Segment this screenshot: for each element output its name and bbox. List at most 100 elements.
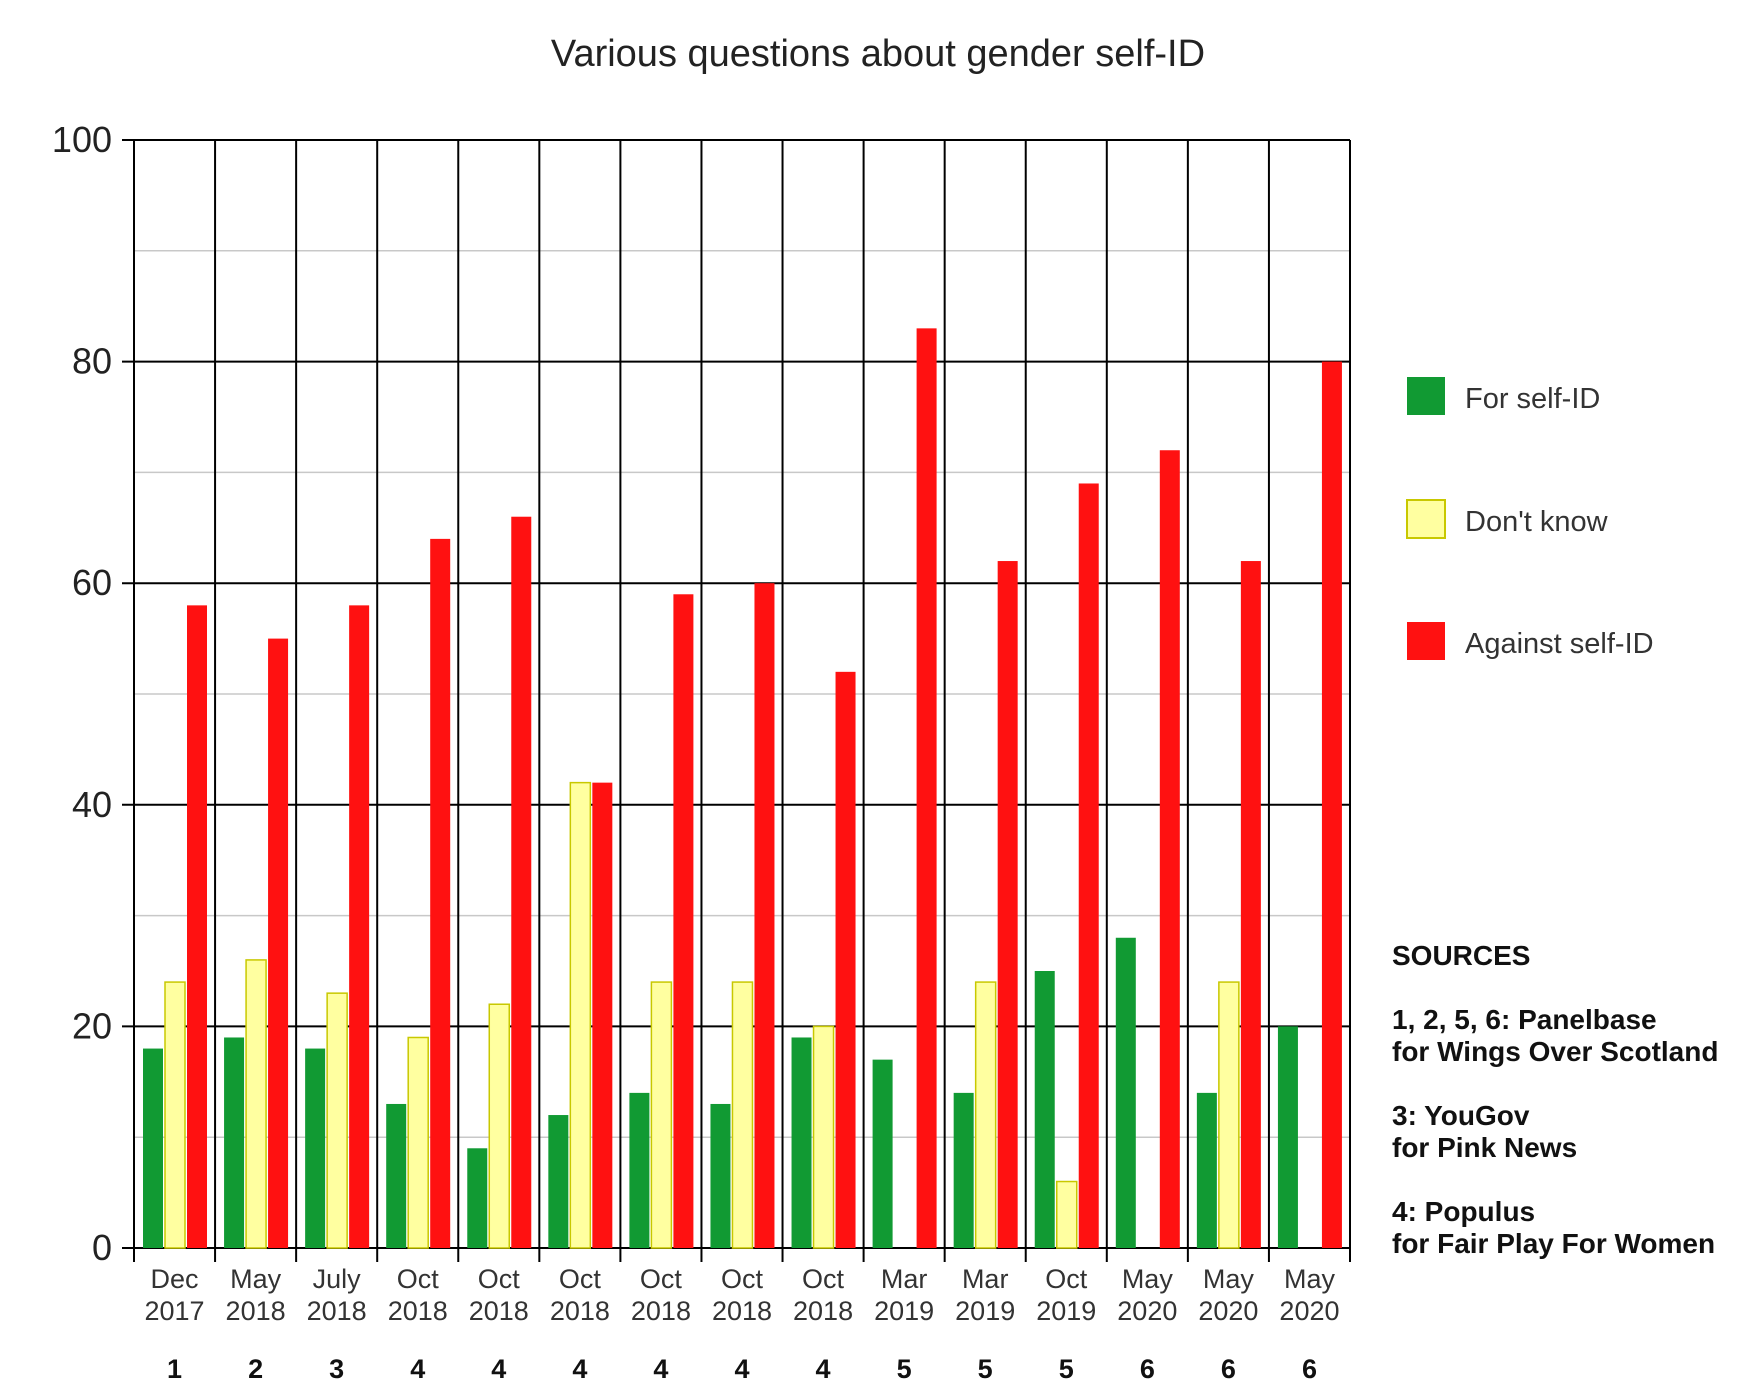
x-tick-label-year: 2018 [793,1296,853,1326]
sources-note: SOURCES 1, 2, 5, 6: Panelbase for Wings … [1392,940,1732,1292]
bar [548,1115,569,1248]
x-tick-label-month: Mar [881,1264,928,1294]
y-tick-label: 80 [72,341,112,382]
bar [1277,1026,1298,1248]
source-number: 4 [491,1354,506,1384]
bar [187,605,207,1248]
bar [488,1003,511,1249]
source-number: 4 [572,1354,587,1384]
x-tick-label-month: Oct [397,1264,440,1294]
bar [812,1025,835,1249]
x-tick-label-year: 2018 [388,1296,448,1326]
bar [754,583,775,1248]
grid [122,139,1351,1249]
x-tick-label-year: 2018 [712,1296,772,1326]
bar [592,782,613,1248]
bar [268,638,289,1248]
source-number: 4 [734,1354,749,1384]
bar [974,981,997,1249]
bar [673,594,694,1248]
y-tick-label: 40 [72,784,112,825]
bar [164,981,186,1249]
x-tick-label-month: July [313,1264,362,1294]
chart-title: Various questions about gender self-ID [551,33,1205,75]
bar [386,1103,407,1248]
source-number: 4 [816,1354,831,1384]
legend-swatch [1407,377,1445,415]
bar [349,605,370,1248]
source-entry: 3: YouGov for Pink News [1392,1100,1732,1164]
legend-label: For self-ID [1465,383,1600,415]
source-number: 1 [167,1354,182,1384]
source-number: 2 [248,1354,263,1384]
source-name: 3: YouGov [1392,1100,1530,1131]
source-number: 5 [1059,1354,1074,1384]
x-tick-label-month: May [230,1264,282,1294]
bar [467,1148,488,1248]
x-tick-label-year: 2018 [226,1296,286,1326]
bar [1078,483,1099,1249]
x-tick-label-month: May [1284,1264,1336,1294]
legend: For self-ID Don't know Against self-ID [1406,377,1654,660]
x-tick-label-month: Oct [1045,1264,1088,1294]
axes: 020406080100Dec20171May20182July20183Oct… [52,119,1351,1384]
bar [1159,450,1180,1248]
bar [430,538,451,1248]
source-number: 4 [653,1354,668,1384]
bar [1115,937,1136,1248]
x-tick-label-month: Oct [640,1264,683,1294]
legend-swatch [1406,499,1446,539]
x-tick-label-month: Oct [478,1264,521,1294]
source-sponsor: for Fair Play For Women [1392,1228,1716,1259]
bar [650,981,673,1249]
bar [569,781,592,1249]
bar [872,1059,893,1248]
x-tick-label-month: Oct [802,1264,845,1294]
bar [407,1036,429,1249]
y-tick-label: 0 [92,1227,112,1268]
bar [997,561,1018,1248]
source-number: 3 [329,1354,344,1384]
y-tick-label: 20 [72,1005,112,1046]
sources-title: SOURCES [1392,940,1531,971]
bar [1034,971,1055,1248]
bar [1055,1180,1078,1249]
bar [629,1092,650,1248]
x-tick-label-year: 2018 [631,1296,691,1326]
x-tick-label-month: Oct [721,1264,764,1294]
x-tick-label-month: Dec [151,1264,199,1294]
source-number: 5 [978,1354,993,1384]
source-name: 1, 2, 5, 6: Panelbase [1392,1004,1657,1035]
bar [326,992,348,1249]
bar [1218,981,1240,1249]
bar [1321,361,1342,1249]
bar [835,671,856,1248]
source-sponsor: for Pink News [1392,1132,1578,1163]
source-name: 4: Populus [1392,1196,1536,1227]
legend-swatch [1407,622,1445,660]
source-sponsor: for Wings Over Scotland [1392,1036,1719,1067]
x-tick-label-year: 2018 [550,1296,610,1326]
bar [143,1048,163,1248]
x-tick-label-month: Mar [962,1264,1009,1294]
bar [731,981,754,1249]
source-entry: 1, 2, 5, 6: Panelbase for Wings Over Sco… [1392,1004,1732,1068]
bar [953,1092,974,1248]
source-number: 5 [897,1354,912,1384]
x-tick-label-year: 2018 [469,1296,529,1326]
source-entry: 4: Populus for Fair Play For Women [1392,1196,1732,1260]
x-tick-label-month: May [1122,1264,1174,1294]
bar [1240,561,1261,1248]
source-number: 6 [1302,1354,1317,1384]
bars [143,328,1342,1249]
bar [305,1048,326,1248]
x-tick-label-year: 2019 [1036,1296,1096,1326]
legend-label: Against self-ID [1465,628,1654,660]
bar [1196,1092,1217,1248]
bar [916,328,937,1248]
y-tick-label: 100 [52,119,112,160]
bar [245,959,267,1249]
x-tick-label-year: 2018 [307,1296,367,1326]
x-tick-label-year: 2019 [874,1296,934,1326]
